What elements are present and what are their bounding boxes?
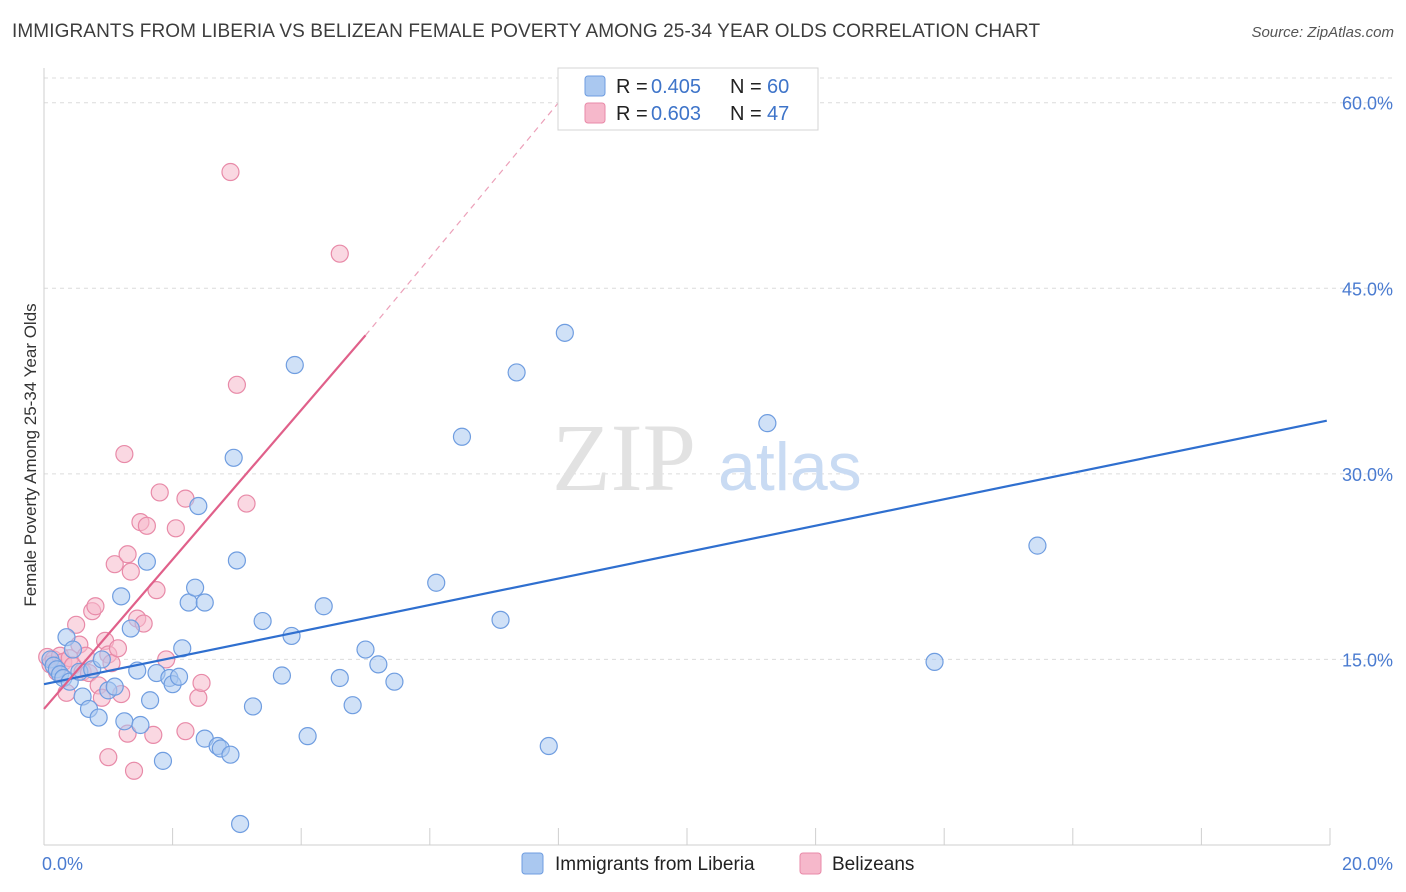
point-liberia — [356, 640, 375, 659]
series-liberia-points — [41, 323, 1047, 834]
series-belizeans-points — [38, 162, 349, 780]
point-liberia — [89, 708, 108, 727]
legend-r-label-liberia: R = — [616, 76, 648, 98]
point-liberia — [186, 578, 205, 597]
point-liberia — [227, 551, 246, 570]
point-belizeans — [150, 483, 169, 502]
point-liberia — [452, 427, 472, 446]
point-liberia — [112, 587, 131, 606]
point-liberia — [539, 736, 558, 756]
point-belizeans — [86, 597, 105, 616]
point-liberia — [330, 668, 349, 688]
point-liberia — [92, 650, 111, 669]
point-liberia — [243, 697, 263, 716]
point-liberia — [115, 712, 134, 731]
point-liberia — [385, 672, 404, 691]
chart-title: IMMIGRANTS FROM LIBERIA VS BELIZEAN FEMA… — [12, 21, 1041, 42]
point-belizeans — [105, 555, 124, 574]
point-liberia — [253, 611, 272, 631]
trendline-liberia — [43, 419, 1328, 686]
point-belizeans — [121, 562, 140, 581]
point-belizeans — [124, 761, 144, 780]
point-liberia — [507, 363, 526, 382]
bottom-legend-swatch-belizeans — [799, 852, 822, 875]
bottom-legend-label-liberia: Immigrants from Liberia — [555, 854, 755, 875]
y-tick-label: 60.0% — [1342, 94, 1393, 114]
point-liberia — [121, 619, 140, 638]
legend-r-value-liberia: 0.405 — [651, 76, 701, 98]
point-belizeans — [192, 673, 211, 693]
trend-lines — [43, 102, 1328, 710]
point-liberia — [195, 593, 214, 612]
point-liberia — [224, 448, 243, 467]
point-belizeans — [237, 494, 256, 513]
point-liberia — [369, 655, 388, 674]
point-liberia — [758, 414, 777, 433]
point-liberia — [314, 597, 333, 616]
trendline-belizeans — [43, 334, 367, 710]
point-belizeans — [115, 444, 134, 464]
x-tick-label: 0.0% — [42, 854, 83, 874]
legend-swatch-liberia — [584, 75, 606, 97]
grid-lines — [44, 77, 1395, 660]
legend-swatch-belizeans — [584, 102, 606, 124]
bottom-legend-label-belizeans: Belizeans — [832, 854, 914, 875]
point-liberia — [343, 696, 362, 715]
watermark-zip: ZIP — [552, 404, 696, 511]
point-liberia — [153, 751, 173, 770]
point-liberia — [491, 610, 510, 629]
y-tick-label: 45.0% — [1342, 279, 1393, 299]
legend-r-label-belizeans: R = — [616, 103, 648, 125]
axes — [43, 68, 1331, 846]
tick-labels: 15.0% 30.0% 45.0% 60.0% 0.0% 20.0% — [42, 94, 1393, 874]
point-liberia — [169, 667, 189, 686]
point-belizeans — [108, 639, 128, 658]
point-belizeans — [137, 516, 156, 535]
legend-r-value-belizeans: 0.603 — [651, 103, 701, 125]
point-liberia — [285, 355, 304, 375]
point-liberia — [231, 814, 250, 834]
y-tick-label: 30.0% — [1342, 465, 1393, 485]
legend-n-value-liberia: 60 — [767, 76, 789, 98]
y-axis-label: Female Poverty Among 25-34 Year Olds — [21, 303, 40, 606]
point-belizeans — [147, 581, 166, 600]
legend-n-label-liberia: N = — [730, 76, 762, 98]
x-tick-label: 20.0% — [1342, 854, 1393, 874]
y-tick-label: 15.0% — [1342, 650, 1393, 670]
point-liberia — [105, 677, 124, 696]
watermark: ZIP atlas — [552, 404, 862, 511]
point-liberia — [298, 727, 317, 746]
point-liberia — [63, 640, 83, 659]
point-liberia — [925, 652, 944, 672]
legend-n-label-belizeans: N = — [730, 103, 762, 125]
trendline-belizeans-extension — [365, 102, 559, 336]
point-liberia — [1028, 536, 1047, 555]
source-label: Source: ZipAtlas.com — [1251, 24, 1394, 41]
point-liberia — [189, 496, 208, 516]
point-liberia — [282, 626, 301, 646]
point-belizeans — [189, 688, 208, 707]
watermark-atlas: atlas — [718, 429, 862, 505]
legend-box: R = 0.405 N = 60 R = 0.603 N = 47 — [557, 67, 819, 131]
bottom-legend-swatch-liberia — [521, 852, 544, 875]
point-belizeans — [118, 545, 137, 564]
point-belizeans — [166, 519, 185, 538]
point-liberia — [137, 552, 156, 571]
point-liberia — [555, 323, 574, 342]
point-liberia — [221, 745, 240, 764]
point-belizeans — [227, 375, 246, 394]
point-belizeans — [176, 722, 195, 741]
legend-n-value-belizeans: 47 — [767, 103, 789, 125]
point-belizeans — [67, 615, 86, 634]
point-liberia — [272, 666, 292, 685]
point-liberia — [140, 691, 160, 710]
point-belizeans — [144, 725, 163, 744]
point-liberia — [131, 715, 150, 735]
point-belizeans — [99, 748, 118, 767]
point-belizeans — [221, 162, 240, 182]
point-liberia — [427, 573, 446, 592]
point-belizeans — [330, 244, 349, 263]
bottom-legend: Immigrants from Liberia Belizeans — [521, 852, 914, 875]
